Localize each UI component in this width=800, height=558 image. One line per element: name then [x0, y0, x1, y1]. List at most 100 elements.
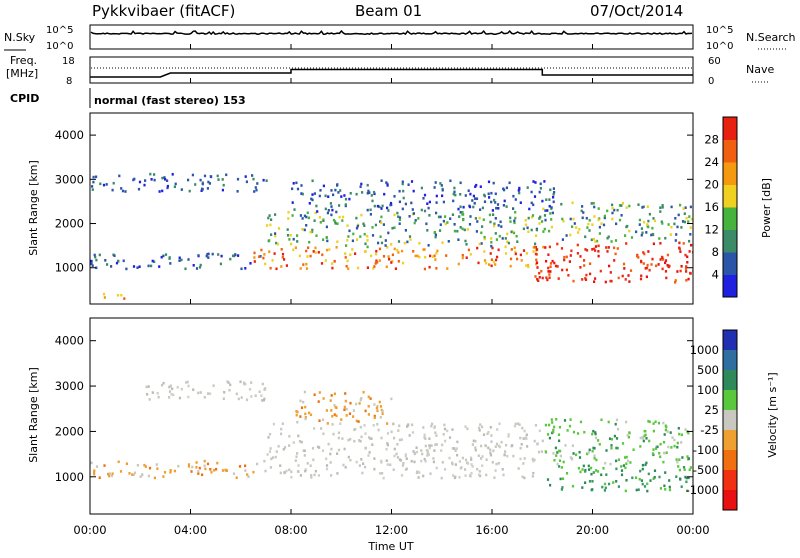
power-cell-0-59 [201, 188, 204, 191]
velocity-cell-3-500 [318, 419, 321, 422]
power-cell-6-768 [686, 255, 689, 259]
velocity-cell-5-700 [548, 436, 551, 440]
power-cell-5-544 [404, 202, 407, 206]
velocity-cell-1-92 [169, 469, 172, 472]
velocity-cell-1-58 [95, 465, 99, 468]
power-cell-7-926 [640, 233, 643, 237]
power-cell-6-823 [645, 275, 648, 279]
power-cell-1-106 [150, 264, 153, 268]
velocity-cell-1-102 [119, 470, 123, 473]
power-cell-3-208 [298, 254, 301, 258]
power-cell-5-582 [545, 198, 548, 201]
velocity-cell-2-390 [536, 442, 539, 445]
power-cell-7-906 [597, 218, 600, 222]
power-cell-5-639 [310, 197, 313, 201]
power-cell-3-272 [299, 267, 302, 270]
velocity-cell-5-744 [625, 455, 628, 459]
velocity-cell-1-80 [191, 465, 194, 469]
power-cell-4-331 [494, 232, 497, 235]
power-cell-4-328 [366, 239, 369, 242]
velocity-cell-2-440 [517, 467, 520, 470]
velocity-cell-5-688 [687, 431, 690, 435]
power-cell-7-860 [543, 227, 546, 231]
velocity-cell-2-448 [355, 460, 358, 464]
velocity-cell-5-725 [583, 430, 586, 434]
velocity-cell-2-325 [494, 469, 497, 472]
velocity-cell-2-231 [446, 429, 449, 433]
power-cell-3-145 [495, 258, 498, 262]
power-cell-3-250 [302, 263, 305, 266]
velocity-cell-2-454 [396, 443, 399, 446]
power-cell-4-417 [442, 219, 445, 223]
velocity-cell-2-176 [521, 426, 524, 430]
power-cbar-tick-2: 12 [704, 223, 719, 237]
power-cell-3-242 [469, 253, 472, 256]
power-cell-3-146 [331, 266, 334, 270]
velocity-cell-5-722 [571, 444, 574, 447]
velocity-cell-2-439 [380, 436, 383, 440]
velocity-cell-2-372 [479, 423, 482, 426]
velocity-cell-2-221 [487, 446, 490, 450]
velocity-cell-2-283 [400, 474, 404, 477]
power-cell-7-840 [658, 237, 661, 240]
power-cell-5-606 [518, 186, 521, 190]
power-cell-5-683 [434, 181, 437, 184]
velocity-cbar-frame [722, 329, 738, 511]
power-cell-7-830 [593, 215, 596, 218]
velocity-cell-2-154 [428, 446, 431, 450]
velocity-cell-5-681 [604, 461, 607, 465]
velocity-cell-5-624 [593, 457, 596, 460]
power-cell-4-339 [468, 223, 472, 226]
velocity-cell-5-665 [558, 459, 562, 462]
power-cell-1-110 [195, 267, 199, 270]
velocity-cell-5-682 [627, 435, 630, 439]
power-cell-5-629 [539, 187, 542, 190]
power-cell-4-430 [341, 219, 344, 222]
velocity-cell-2-451 [432, 460, 435, 464]
power-cell-4-468 [398, 218, 401, 221]
x-axis-label: Time UT [367, 540, 413, 553]
velocity-cell-2-214 [313, 427, 316, 430]
velocity-cell-3-510 [367, 395, 370, 399]
power-cell-5-512 [330, 205, 333, 208]
power-cell-7-907 [542, 207, 545, 211]
velocity-cell-0-41 [168, 396, 171, 399]
power-cell-6-697 [548, 245, 551, 249]
power-cell-5-558 [349, 192, 352, 195]
power-cell-3-269 [344, 252, 347, 255]
power-cell-7-916 [648, 212, 651, 216]
power-cbar-tick-5: 24 [704, 155, 719, 169]
power-cell-4-490 [408, 215, 411, 218]
velocity-cell-3-499 [369, 397, 372, 400]
power-cell-5-507 [474, 185, 477, 188]
velocity-cell-4-562 [664, 488, 667, 491]
velocity-cell-5-658 [557, 433, 561, 436]
power-cell-0-40 [194, 183, 197, 186]
power-cell-5-506 [508, 181, 511, 185]
power-cell-1-86 [122, 259, 125, 263]
power-cell-3-273 [324, 259, 327, 262]
velocity-cell-3-478 [331, 415, 334, 418]
power-cell-4-419 [274, 234, 277, 238]
velocity-cell-2-349 [532, 471, 535, 475]
velocity-cell-4-582 [631, 476, 634, 480]
velocity-cell-2-189 [386, 463, 389, 466]
power-cell-7-958 [607, 235, 610, 239]
velocity-cbar-label: Velocity [m s⁻¹] [766, 372, 779, 457]
velocity-cell-2-417 [422, 474, 425, 478]
velocity-cell-0-39 [157, 395, 160, 399]
power-cell-2-135 [123, 297, 126, 300]
power-cell-3-276 [280, 265, 283, 268]
velocity-cell-2-364 [296, 452, 299, 455]
power-ylabel: Slant Range [km] [27, 160, 40, 256]
velocity-cell-4-555 [678, 468, 681, 472]
velocity-cell-2-391 [505, 443, 508, 447]
power-cell-4-389 [475, 230, 478, 233]
velocity-cell-4-547 [588, 468, 591, 471]
velocity-cell-5-710 [615, 459, 618, 463]
velocity-cell-0-20 [226, 380, 229, 383]
power-cell-0-17 [161, 176, 164, 180]
power-cell-6-726 [685, 279, 688, 282]
power-cell-6-703 [594, 277, 597, 280]
velocity-cell-5-669 [676, 460, 679, 464]
